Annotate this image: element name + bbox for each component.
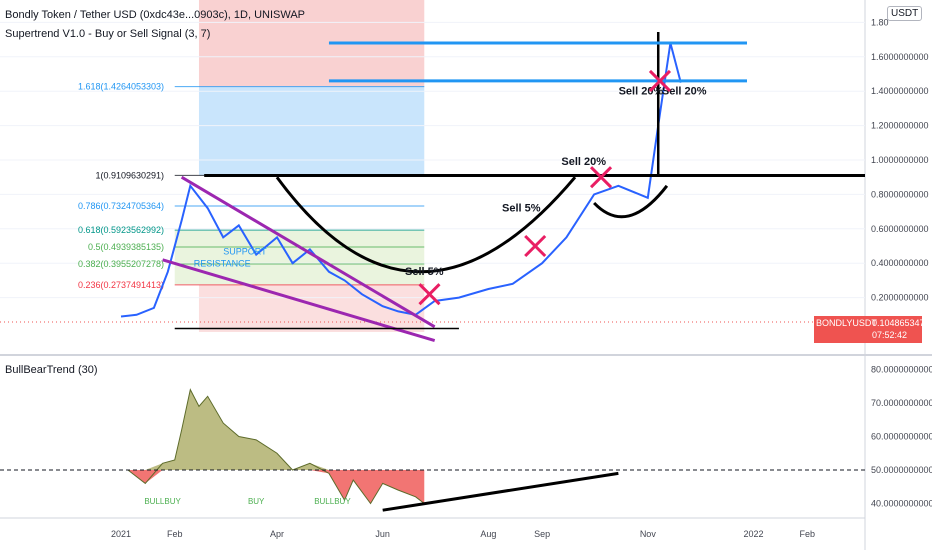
signal-label: BULLBUY <box>144 497 181 506</box>
sell-annotation: Sell 5% <box>502 203 541 215</box>
sub-y-tick-label: 60.0000000000 <box>871 432 932 442</box>
sub-y-tick-label: 70.0000000000 <box>871 398 932 408</box>
fib-label: 0.618(0.5923562992) <box>78 225 164 235</box>
sell-annotation: Sell 20% <box>561 156 606 168</box>
fib-label: 0.382(0.3955207278) <box>78 259 164 269</box>
wedge-upper-line[interactable] <box>180 175 436 329</box>
indicator-sub-label[interactable]: BullBearTrend (30) <box>5 364 98 376</box>
price-tag-countdown: 07:52:42 <box>872 330 908 340</box>
price-tag-value: 0.1048653473 <box>872 318 930 328</box>
price-line[interactable] <box>120 42 682 318</box>
bullbear-line[interactable] <box>127 388 425 505</box>
sub-y-tick-label: 40.0000000000 <box>871 499 932 509</box>
fib-label: 0.236(0.2737491413) <box>78 280 164 290</box>
y-tick-label: 1.0000000000 <box>871 155 929 165</box>
wedge-lower-line[interactable] <box>162 258 436 343</box>
sub-trendline[interactable] <box>382 471 619 512</box>
bear-area <box>127 470 425 504</box>
fib-label: 0.786(0.7324705364) <box>78 201 164 211</box>
x-tick-label: Apr <box>270 529 284 539</box>
chart-title: Bondly Token / Tether USD (0xdc43e...090… <box>5 9 305 21</box>
sub-y-tick-label: 80.0000000000 <box>871 365 932 375</box>
cup-curve[interactable] <box>275 176 577 274</box>
y-tick-label: 0.4000000000 <box>871 258 929 268</box>
handle-curve[interactable] <box>593 184 669 219</box>
fib-label: 0.5(0.4939385135) <box>88 242 164 252</box>
x-tick-label: Feb <box>167 529 183 539</box>
x-tick-label: Jun <box>375 529 390 539</box>
signal-label: BUY <box>248 497 265 506</box>
fib-label: 1.618(1.4264053303) <box>78 82 164 92</box>
sell-annotation: Sell 5% <box>405 266 444 278</box>
fib-zone-extension <box>198 86 425 176</box>
sub-y-tick-label: 50.0000000000 <box>871 465 932 475</box>
x-tick-label: Feb <box>800 529 816 539</box>
sell-annotation: Sell 20% <box>662 86 707 98</box>
y-tick-label: 0.8000000000 <box>871 189 929 199</box>
price-tag-symbol: BONDLYUSDT <box>816 317 877 329</box>
fib-label: 1(0.9109630291) <box>95 170 164 180</box>
y-tick-label: 1.4000000000 <box>871 86 929 96</box>
signal-label: BULLBUY <box>314 497 351 506</box>
sell-x-marker <box>524 234 547 258</box>
x-tick-label: Aug <box>480 529 496 539</box>
y-tick-label: 0.2000000000 <box>871 293 929 303</box>
price-tag: BONDLYUSDT 0.1048653473 07:52:42 <box>814 316 930 343</box>
y-tick-label: 1.6000000000 <box>871 52 929 62</box>
sell-x-marker <box>418 283 441 306</box>
y-tick-label: 0.6000000000 <box>871 224 929 234</box>
overlay-label-resistance: RESISTANCE <box>194 259 251 269</box>
y-tick-label: 1.80 <box>871 17 889 27</box>
x-tick-label: 2022 <box>744 529 764 539</box>
x-tick-label: Sep <box>534 529 550 539</box>
currency-button[interactable]: USDT <box>887 6 923 21</box>
y-tick-label: 1.2000000000 <box>871 121 929 131</box>
bull-area <box>127 389 425 470</box>
x-tick-label: Nov <box>640 529 657 539</box>
indicator-main-label[interactable]: Supertrend V1.0 - Buy or Sell Signal (3,… <box>5 28 211 40</box>
sell-x-marker <box>589 166 613 189</box>
overlay-label-support: SUPPORT <box>223 247 267 257</box>
x-tick-label: 2021 <box>111 529 131 539</box>
sell-x-marker <box>648 69 672 92</box>
sell-annotation: Sell 20% <box>619 86 664 98</box>
